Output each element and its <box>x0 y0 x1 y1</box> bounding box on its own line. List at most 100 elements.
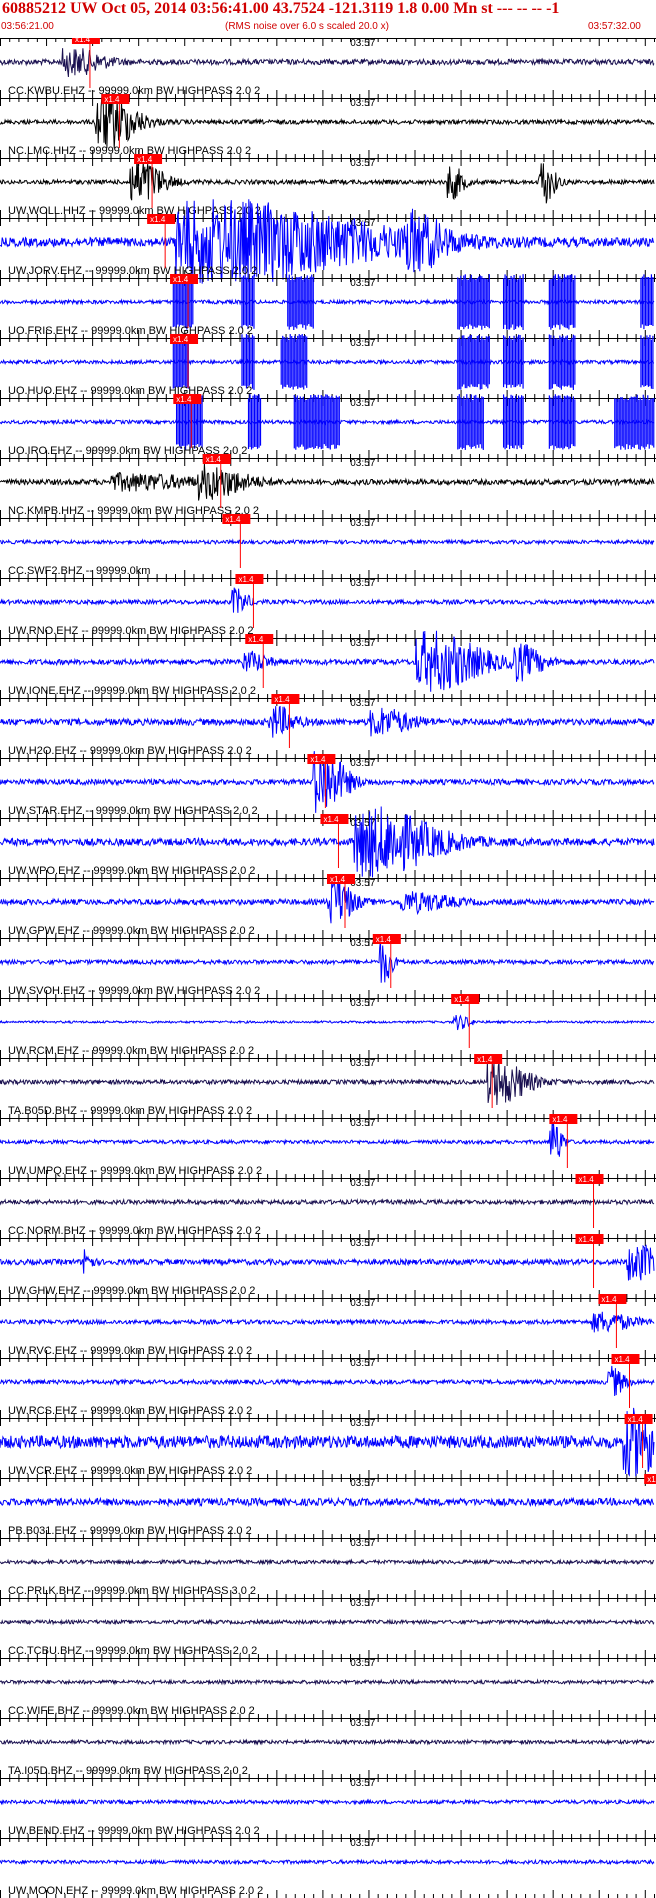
minute-label: 03:57 <box>350 1598 375 1609</box>
pick-marker[interactable] <box>147 214 176 224</box>
station-label: UW.RNO.EHZ -- 99999.0km BW HIGHPASS 2.0 … <box>8 625 254 637</box>
pick-marker[interactable] <box>644 1474 656 1484</box>
station-label: TA.I05D.BHZ -- 99999.0km BW HIGHPASS 2.0… <box>8 1765 248 1777</box>
pick-marker[interactable] <box>611 1354 640 1364</box>
pick-marker[interactable] <box>474 1054 503 1064</box>
pick-marker[interactable] <box>327 874 355 884</box>
station-label: UW.GPW.EHZ -- 99999.0km BW HIGHPASS 2.0 … <box>8 925 255 937</box>
pick-marker[interactable] <box>598 1294 627 1304</box>
pick-marker[interactable] <box>549 1114 578 1124</box>
trace-row: 03:57 UO.IRO.EHZ -- 99999.0km BW HIGHPASS… <box>0 394 656 458</box>
pick-label: x1.4 <box>647 1475 656 1484</box>
pick-marker[interactable] <box>320 814 349 824</box>
pick-marker[interactable] <box>372 934 401 944</box>
pick-marker[interactable] <box>575 1234 604 1244</box>
waveform <box>0 751 655 813</box>
waveform <box>0 199 655 284</box>
station-label: CC.NORM.BHZ -- 99999.0km BW HIGHPASS 2.0… <box>8 1225 261 1237</box>
pick-marker[interactable] <box>170 334 199 344</box>
station-label: CC.KWBU.EHZ -- 99999.0km BW HIGHPASS 2.0… <box>8 85 260 97</box>
pick-marker[interactable] <box>170 274 199 284</box>
station-label: CC.PRLK.BHZ -- 99999.0km BW HIGHPASS 3.0… <box>8 1585 256 1597</box>
station-label: UW.UMPQ.EHZ -- 99999.0km BW HIGHPASS 2.0… <box>8 1165 262 1177</box>
pick-label: x1.4 <box>248 635 264 644</box>
station-label: UO.HUO.EHZ -- 99999.0km BW HIGHPASS 2.0 … <box>8 385 252 397</box>
minute-label: 03:57 <box>350 338 375 349</box>
pick-label: x1.4 <box>552 1115 568 1124</box>
pick-label: x1.4 <box>206 455 222 464</box>
minute-label: 03:57 <box>350 1418 375 1429</box>
trace-row: 03:57 PB.B031.EHZ -- 99999.0km BW HIGHPAS… <box>0 1474 656 1538</box>
pick-marker[interactable] <box>235 574 264 584</box>
waveform <box>0 298 655 306</box>
pick-marker[interactable] <box>575 1174 604 1184</box>
pick-label: x1.4 <box>274 695 290 704</box>
station-label: UW.JORV.EHZ -- 99999.0km BW HIGHPASS 2.0… <box>8 265 257 277</box>
trace-row: 03:57 UO.HUO.EHZ -- 99999.0km BW HIGHPASS… <box>0 334 656 398</box>
station-label: UW.STAR.EHZ -- 99999.0km BW HIGHPASS 2.0… <box>8 805 258 817</box>
minute-label: 03:57 <box>350 98 375 109</box>
minute-label: 03:57 <box>350 1538 375 1549</box>
minute-label: 03:57 <box>350 278 375 289</box>
pick-label: x1.4 <box>310 755 326 764</box>
minute-label: 03:57 <box>350 218 375 229</box>
station-label: UW.BEND.EHZ -- 99999.0km BW HIGHPASS 2.0… <box>8 1825 260 1837</box>
station-label: CC.SWF2.BHZ -- 99999.0km <box>8 565 150 577</box>
minute-label: 03:57 <box>350 1358 375 1369</box>
minute-label: 03:57 <box>350 1778 375 1789</box>
trace-row: 03:57 CC.WIFE.BHZ -- 99999.0km BW HIGHPAS… <box>0 1658 656 1718</box>
pick-marker[interactable] <box>307 754 336 764</box>
pick-marker[interactable] <box>202 454 231 464</box>
station-label: UW.RVC.EHZ -- 99999.0km BW HIGHPASS 2.0 … <box>8 1345 252 1357</box>
trace-row: 03:57 UW.SVOH.EHZ -- 99999.0km BW HIGHPAS… <box>0 934 656 998</box>
pick-marker[interactable] <box>271 694 300 704</box>
minute-label: 03:57 <box>350 1238 375 1249</box>
pick-marker[interactable] <box>71 38 100 44</box>
minute-label: 03:57 <box>350 458 375 469</box>
pick-marker[interactable] <box>624 1414 653 1424</box>
waveform <box>0 48 655 78</box>
pick-marker[interactable] <box>173 394 202 404</box>
minute-label: 03:57 <box>350 1478 375 1489</box>
pick-marker[interactable] <box>134 154 163 164</box>
station-label: UW.VCR.EHZ -- 99999.0km BW HIGHPASS 2.0 … <box>8 1465 252 1477</box>
minute-label: 03:57 <box>350 938 375 949</box>
waveform <box>0 157 655 204</box>
waveform <box>0 1496 654 1508</box>
trace-row: 03:57 UW.RNO.EHZ -- 99999.0km BW HIGHPASS… <box>0 574 656 638</box>
minute-label: 03:57 <box>350 158 375 169</box>
waveform <box>0 358 655 366</box>
waveform <box>0 1198 655 1207</box>
station-label: NC.LMC.HHZ -- 99999.0km BW HIGHPASS 2.0 … <box>8 145 251 157</box>
pick-marker[interactable] <box>451 994 480 1004</box>
waveform <box>0 1060 655 1106</box>
minute-label: 03:57 <box>350 998 375 1009</box>
pick-label: x1.4 <box>75 38 91 44</box>
pick-marker[interactable] <box>101 94 130 104</box>
trace-row: 03:57 UW.IONE.EHZ -- 99999.0km BW HIGHPAS… <box>0 630 656 698</box>
waveform <box>0 806 655 878</box>
trace-row: 03:57 CC.NORM.BHZ -- 99999.0km BW HIGHPAS… <box>0 1174 656 1238</box>
minute-label: 03:57 <box>350 1298 375 1309</box>
pick-label: x1.4 <box>628 1415 644 1424</box>
seismogram-panel: 03:57 CC.KWBU.EHZ -- 99999.0km BW HIGHPAS… <box>0 38 656 1898</box>
waveform <box>0 1244 655 1281</box>
pick-label: x1.4 <box>173 335 189 344</box>
station-label: PB.B031.EHZ -- 99999.0km BW HIGHPASS 2.0… <box>8 1525 252 1537</box>
trace-row: 03:57 UW.STAR.EHZ -- 99999.0km BW HIGHPAS… <box>0 751 656 818</box>
pick-label: x1.4 <box>376 935 392 944</box>
minute-label: 03:57 <box>350 518 375 529</box>
pick-marker[interactable] <box>222 514 251 524</box>
pick-label: x1.4 <box>104 95 120 104</box>
pick-marker[interactable] <box>245 634 274 644</box>
pick-label: x1.4 <box>137 155 153 164</box>
station-label: UW.IONE.EHZ -- 99999.0km BW HIGHPASS 2.0… <box>8 685 256 697</box>
pick-label: x1.4 <box>330 875 346 884</box>
waveform <box>0 1618 655 1626</box>
waveform <box>0 1365 655 1397</box>
station-label: UO.FRIS.EHZ -- 99999.0km BW HIGHPASS 2.0… <box>8 325 253 337</box>
trace-row: 03:57 UW.BEND.EHZ -- 99999.0km BW HIGHPAS… <box>0 1778 656 1838</box>
pick-label: x1.4 <box>579 1235 595 1244</box>
